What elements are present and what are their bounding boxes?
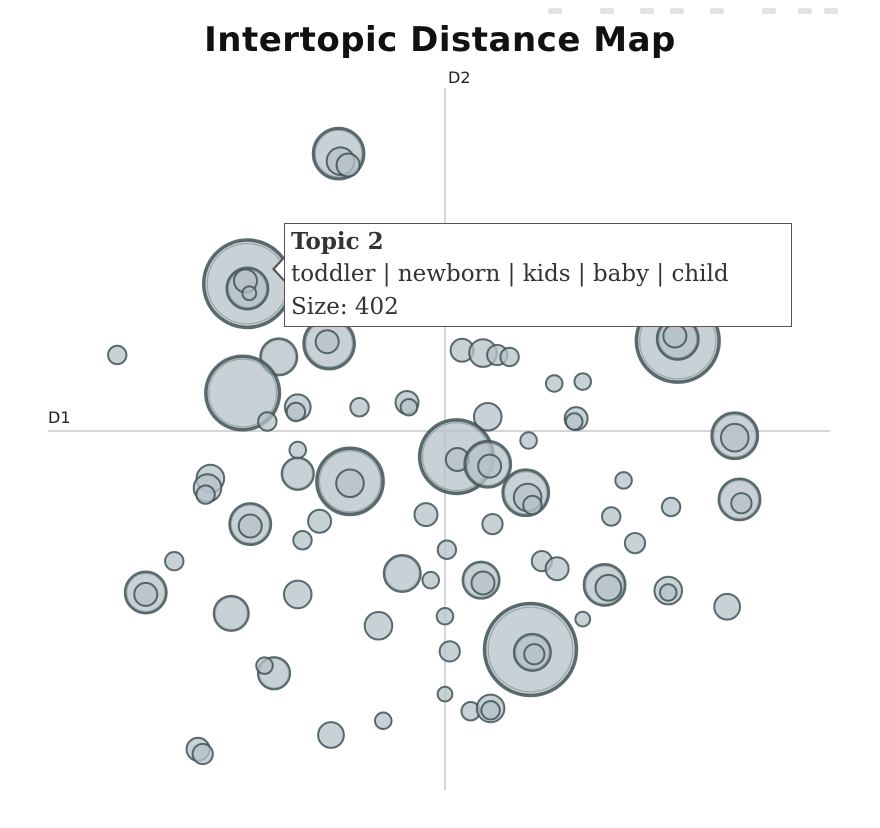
tooltip-title: Topic 2 [291,228,384,255]
autoscale-icon[interactable] [710,8,724,14]
topic-bubble-64[interactable] [382,553,422,594]
topic-bubble-79[interactable] [523,643,546,666]
topic-bubble-ring-48 [719,479,760,520]
topic-tooltip: Topic 2 toddler | newborn | kids | baby … [284,223,792,327]
topic-bubble-ring-67 [463,562,499,598]
topic-bubble-90[interactable] [317,721,345,749]
topic-bubble-ring-52 [230,504,270,544]
topic-bubble-81[interactable] [713,592,742,621]
topic-bubble-2[interactable] [335,152,361,178]
topic-bubble-57[interactable] [660,496,682,518]
tooltip-arrow-inner [275,257,286,281]
topic-bubble-85[interactable] [436,685,454,703]
topic-bubble-26[interactable] [573,372,593,391]
topic-bubble-ring-78 [514,634,550,670]
topic-bubble-ring-42 [318,450,382,513]
zoom-out-icon[interactable] [798,8,812,14]
topic-bubble-30[interactable] [519,431,538,450]
topic-bubble-84[interactable] [438,640,461,663]
topic-bubble-43[interactable] [335,468,365,499]
topic-bubble-74[interactable] [658,583,678,602]
topic-bubbles [107,126,762,766]
topic-bubble-56[interactable] [601,506,622,527]
topic-bubble-51[interactable] [292,530,313,551]
topic-bubble-17[interactable] [399,397,419,417]
d1-axis-label: D1 [48,408,71,427]
topic-bubble-37[interactable] [288,440,308,460]
topic-bubble-50[interactable] [307,508,333,534]
topic-bubble-86[interactable] [373,711,393,731]
topic-bubble-ring-44 [503,470,548,515]
topic-bubble-36[interactable] [477,453,503,479]
topic-bubble-83[interactable] [255,656,274,675]
topic-bubble-47[interactable] [614,471,633,490]
topic-bubble-41[interactable] [195,484,216,505]
topic-bubble-7[interactable] [107,344,128,366]
topic-bubble-ring-38 [282,458,314,490]
topic-bubble-59[interactable] [164,550,185,572]
topic-bubble-14[interactable] [257,411,278,432]
zoom-in-icon[interactable] [762,8,776,14]
topic-bubble-ring-62 [214,596,248,631]
camera-icon[interactable] [548,8,562,14]
topic-bubble-27[interactable] [472,401,503,432]
topic-bubble-38[interactable] [280,456,315,491]
topic-bubble-66[interactable] [421,570,441,590]
plot-toolbar [540,2,840,20]
d2-axis-label: D2 [448,68,471,87]
topic-bubble-13[interactable] [285,401,307,423]
topic-bubble-21[interactable] [499,346,520,368]
topic-bubble-ring-60 [126,572,166,613]
topic-bubble-80[interactable] [574,610,592,628]
zoom-icon[interactable] [600,8,614,14]
topic-bubble-58[interactable] [623,531,647,555]
topic-bubble-29[interactable] [564,412,584,431]
topic-bubble-76[interactable] [435,606,455,626]
topic-bubble-54[interactable] [413,502,439,528]
topic-bubble-61[interactable] [133,581,159,607]
topic-bubble-89[interactable] [480,700,501,721]
topic-bubble-ring-71 [584,565,625,605]
topic-bubble-70[interactable] [544,556,570,582]
topic-bubble-10[interactable] [314,329,340,355]
topic-bubble-15[interactable] [349,397,370,418]
topic-bubble-63[interactable] [282,579,313,610]
topic-bubble-ring-31 [712,413,757,458]
topic-bubble-ring-8 [261,339,297,375]
topic-bubble-ring-0 [314,129,363,178]
topic-bubble-25[interactable] [544,374,564,393]
topic-bubble-62[interactable] [212,594,250,632]
topic-bubble-24[interactable] [662,323,688,349]
chart-title: Intertopic Distance Map [204,20,676,60]
tooltip-words: toddler | newborn | kids | baby | child [291,261,729,287]
topic-bubble-ring-35 [465,442,510,487]
topic-bubble-92[interactable] [191,742,214,766]
topic-bubble-68[interactable] [470,570,496,596]
topic-bubble-ring-11 [208,358,278,428]
topic-bubble-6[interactable] [241,285,258,302]
tooltip-size: Size: 402 [291,294,399,320]
pan-icon[interactable] [640,8,654,14]
topic-bubble-53[interactable] [237,513,263,539]
reset-axes-icon[interactable] [824,8,838,14]
topic-bubble-32[interactable] [719,422,750,453]
topic-bubble-46[interactable] [522,494,543,516]
topic-bubble-55[interactable] [481,512,504,536]
topic-bubble-49[interactable] [730,492,753,515]
topic-bubble-ring-77 [487,606,574,693]
topic-bubble-65[interactable] [436,539,458,560]
topic-bubble-72[interactable] [594,573,623,602]
topic-bubble-75[interactable] [363,610,394,641]
topic-bubble-11[interactable] [204,354,282,432]
box-select-icon[interactable] [670,8,684,14]
topic-bubble-ring-64 [384,555,420,592]
